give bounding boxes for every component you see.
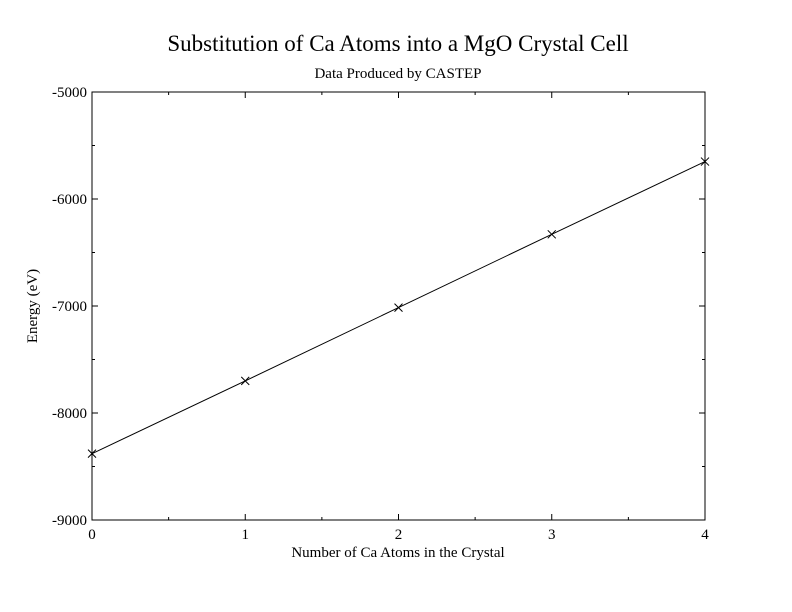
x-axis-label: Number of Ca Atoms in the Crystal (291, 545, 504, 561)
y-tick-label: -9000 (52, 513, 87, 529)
plot-area (91, 91, 706, 521)
y-tick-label: -5000 (52, 85, 87, 101)
x-tick-label: 0 (88, 527, 96, 543)
chart-title: Substitution of Ca Atoms into a MgO Crys… (167, 31, 628, 56)
data-point-marker (547, 229, 557, 239)
plot-frame (91, 91, 706, 521)
y-axis-label: Energy (eV) (25, 269, 41, 343)
data-point-marker (394, 303, 403, 312)
x-tick-label: 1 (242, 527, 250, 543)
data-point-marker (240, 376, 250, 386)
y-tick-label: -6000 (52, 192, 87, 208)
x-tick-label: 3 (548, 527, 556, 543)
y-tick-label: -8000 (52, 406, 87, 422)
x-tick-label: 4 (701, 527, 709, 543)
x-tick-label: 2 (395, 527, 403, 543)
axis-ticks (91, 91, 706, 521)
data-point-marker (87, 449, 97, 459)
axis-tick-labels: 0 1 2 3 4 -9000 -8000 -7000 -6000 -5000 (52, 85, 709, 543)
chart-subtitle: Data Produced by CASTEP (314, 66, 481, 82)
data-series (87, 157, 710, 459)
data-point-marker (700, 157, 710, 166)
y-tick-label: -7000 (52, 299, 87, 315)
